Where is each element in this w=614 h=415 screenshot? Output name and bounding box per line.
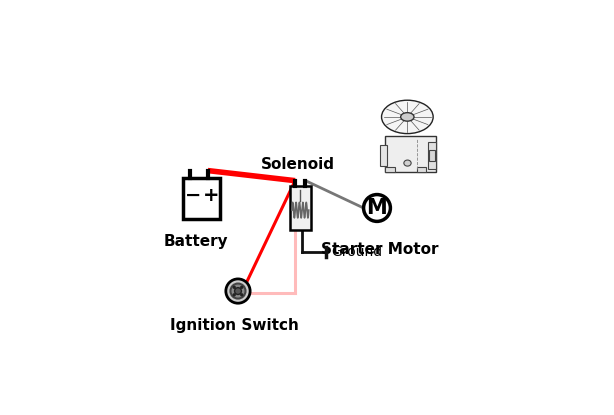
Text: +: + — [203, 186, 220, 205]
Bar — [290, 186, 311, 229]
Text: Ground: Ground — [331, 245, 383, 259]
Circle shape — [230, 283, 246, 298]
Ellipse shape — [404, 160, 411, 166]
Text: M: M — [367, 198, 387, 218]
Circle shape — [241, 294, 243, 296]
Circle shape — [235, 288, 241, 295]
Bar — [427, 142, 436, 169]
Text: Solenoid: Solenoid — [261, 157, 335, 172]
Bar — [380, 145, 387, 166]
Bar — [385, 167, 395, 172]
Bar — [417, 167, 426, 172]
Circle shape — [363, 195, 391, 221]
Bar — [385, 136, 436, 172]
Bar — [429, 150, 435, 161]
Ellipse shape — [401, 112, 414, 121]
Circle shape — [233, 294, 235, 296]
Text: Ignition Switch: Ignition Switch — [170, 317, 299, 332]
Circle shape — [226, 279, 250, 303]
Text: Battery: Battery — [163, 234, 228, 249]
Ellipse shape — [381, 100, 433, 134]
Circle shape — [233, 286, 235, 288]
Bar — [183, 178, 220, 219]
Circle shape — [241, 286, 243, 288]
Text: Starter Motor: Starter Motor — [322, 242, 439, 257]
Text: −: − — [185, 186, 201, 205]
